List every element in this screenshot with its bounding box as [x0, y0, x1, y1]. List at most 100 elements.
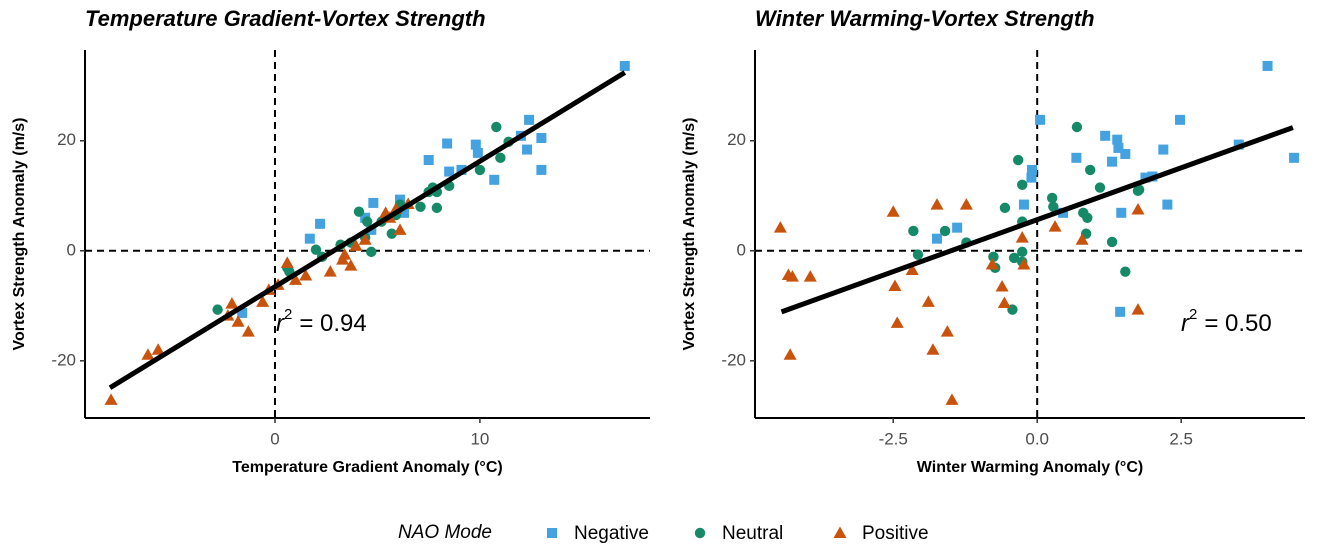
point	[1131, 303, 1145, 315]
point	[1015, 231, 1029, 243]
x-axis-title: Winter Warming Anomaly (°C)	[917, 459, 1143, 476]
point	[931, 233, 942, 244]
point	[1158, 144, 1169, 155]
annotation-text: = 0.50	[1204, 310, 1271, 337]
x-tick-label: 10	[470, 429, 489, 448]
point	[1120, 148, 1131, 159]
fit-line	[780, 125, 1294, 315]
point	[940, 325, 954, 337]
point	[1175, 114, 1186, 125]
annotation: r2 = 0.50	[1181, 306, 1272, 337]
chart-title: Temperature Gradient-Vortex Strength	[85, 6, 486, 31]
legend-marker	[833, 526, 847, 538]
y-tick-label: 20	[727, 130, 746, 149]
point	[890, 316, 904, 328]
point	[256, 295, 270, 307]
legend-marker	[694, 527, 706, 539]
legend-label: Neutral	[722, 523, 783, 544]
point	[997, 296, 1011, 309]
point	[1106, 236, 1118, 248]
point	[1008, 252, 1020, 264]
point	[495, 152, 506, 164]
point	[151, 343, 165, 355]
point	[1131, 203, 1145, 215]
point	[536, 164, 547, 175]
point	[952, 222, 963, 233]
point	[1140, 172, 1151, 183]
point	[1017, 179, 1028, 190]
point	[803, 270, 817, 282]
point	[1075, 233, 1089, 245]
chart-title: Winter Warming-Vortex Strength	[755, 6, 1095, 31]
point	[1035, 114, 1046, 125]
point	[141, 348, 155, 360]
point	[1027, 164, 1038, 175]
x-tick-label: 0.0	[1025, 429, 1049, 448]
point	[912, 249, 924, 260]
point	[1120, 266, 1131, 277]
point	[921, 295, 935, 307]
point	[783, 348, 797, 360]
point	[939, 225, 951, 237]
point	[959, 198, 973, 210]
legend-marker	[547, 528, 557, 538]
point	[288, 273, 302, 285]
point	[773, 221, 787, 233]
point	[1017, 258, 1031, 270]
point	[415, 201, 426, 212]
point	[358, 233, 372, 245]
y-tick-label: 0	[737, 240, 746, 259]
point	[945, 393, 959, 405]
legend-label: Positive	[862, 523, 929, 544]
point	[353, 206, 365, 217]
point	[1084, 164, 1096, 176]
point	[619, 60, 630, 71]
point	[315, 218, 326, 229]
point	[1071, 152, 1082, 163]
point	[988, 251, 999, 263]
point	[908, 225, 919, 237]
point	[231, 315, 245, 327]
point	[474, 164, 486, 176]
y-tick-label: 0	[67, 240, 76, 259]
x-tick-label: 0	[270, 429, 279, 448]
point	[886, 205, 900, 217]
point	[1046, 192, 1058, 204]
annotation-text: = 0.94	[299, 310, 366, 337]
point	[393, 223, 407, 235]
point	[225, 297, 239, 309]
annotation-superscript: 2	[1189, 306, 1197, 323]
point	[1012, 154, 1024, 166]
point	[423, 155, 434, 166]
legend-label: Negative	[574, 523, 649, 544]
point	[1071, 121, 1083, 133]
point	[280, 256, 294, 268]
point	[1048, 220, 1062, 232]
y-tick-label: -20	[51, 350, 76, 369]
point	[1162, 199, 1173, 210]
x-tick-label: -2.5	[879, 429, 908, 448]
point	[491, 121, 502, 133]
point	[888, 279, 902, 291]
point	[905, 263, 919, 276]
fit-line	[108, 70, 627, 390]
point	[344, 259, 358, 271]
point	[522, 144, 533, 155]
point	[444, 166, 455, 177]
point	[1113, 142, 1124, 153]
y-axis-title: Vortex Strength Anomaly (m/s)	[681, 118, 698, 351]
y-tick-label: -20	[721, 350, 746, 369]
point	[442, 138, 453, 149]
annotation-symbol: r	[1181, 310, 1190, 337]
point	[368, 197, 379, 208]
point	[536, 133, 547, 144]
point	[1112, 134, 1123, 145]
point	[1048, 201, 1059, 212]
point	[304, 233, 315, 244]
point	[299, 269, 313, 281]
point	[1262, 60, 1273, 71]
point	[310, 244, 322, 255]
point	[470, 139, 481, 150]
point	[1116, 207, 1127, 218]
